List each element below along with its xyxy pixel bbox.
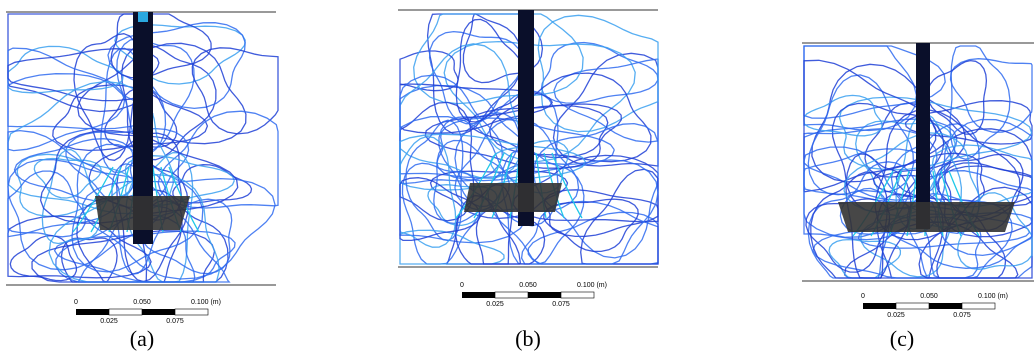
scale-segment [863, 303, 896, 309]
streamline [76, 205, 231, 283]
streamline [537, 14, 659, 133]
streamline [543, 198, 639, 253]
scale-segment [174, 308, 209, 316]
streamline [918, 186, 1033, 279]
streamline [7, 170, 87, 238]
streamline [488, 72, 652, 163]
scale-segment [528, 292, 561, 298]
streamline [110, 13, 212, 79]
panel-b-figure: 0 0.050 0.100 (m) 0.025 0.075 [398, 9, 659, 308]
scale-segment [560, 291, 595, 299]
impeller-blades [464, 183, 562, 212]
streamline [399, 50, 459, 92]
streamline [468, 103, 622, 159]
scale-bar: 0 0.050 0.100 (m) 0.025 0.075 [861, 293, 1008, 319]
streamlines [399, 13, 659, 265]
scale-label-075: 0.075 [552, 301, 570, 308]
streamline [811, 63, 967, 183]
streamline [124, 155, 235, 207]
scale-label-025: 0.025 [887, 312, 905, 319]
streamline [81, 177, 276, 280]
streamline [543, 189, 659, 238]
scale-label-050: 0.050 [519, 282, 537, 289]
streamline [455, 18, 525, 123]
streamline [424, 104, 609, 169]
panel-b: 0 0.050 0.100 (m) 0.025 0.075 [390, 0, 680, 360]
scale-label-025: 0.025 [100, 318, 118, 325]
caption-b: (b) [515, 326, 541, 351]
streamline [157, 110, 279, 209]
scale-label-075: 0.075 [953, 312, 971, 319]
streamline [810, 171, 888, 279]
jet-streamline [72, 166, 114, 233]
streamline [60, 237, 118, 283]
streamline [552, 52, 659, 167]
scale-segment [76, 309, 109, 315]
impeller-blades [838, 202, 1015, 232]
scale-label-100: 0.100 (m) [577, 282, 607, 289]
scale-segment [929, 303, 962, 309]
streamline [895, 128, 1033, 207]
shaft-top-highlight [138, 12, 148, 22]
panel-c: 0 0.050 0.100 (m) 0.025 0.075 [790, 0, 1034, 360]
scale-label-0: 0 [460, 282, 464, 289]
jet-streamline [551, 152, 583, 219]
scale-segment [462, 292, 495, 298]
streamline [401, 162, 483, 265]
streamline [399, 177, 481, 242]
caption-a: (a) [129, 326, 155, 351]
scale-segment [142, 309, 175, 315]
scale-label-0: 0 [74, 299, 78, 306]
scale-bar: 0 0.050 0.100 (m) 0.025 0.075 [74, 299, 221, 325]
streamline [937, 165, 1033, 238]
streamline [931, 144, 1033, 208]
streamline [52, 84, 209, 152]
streamline [41, 148, 102, 245]
scale-label-075: 0.075 [166, 318, 184, 325]
scale-label-050: 0.050 [920, 293, 938, 300]
streamline [399, 133, 587, 191]
impeller-shaft [916, 43, 930, 229]
scale-label-0: 0 [861, 293, 865, 300]
scale-label-100: 0.100 (m) [191, 299, 221, 306]
streamline [540, 41, 659, 104]
streamline [580, 168, 659, 265]
panel-a: 0 0.050 0.100 (m) 0.025 0.075 [0, 0, 290, 360]
panel-c-figure: 0 0.050 0.100 (m) 0.025 0.075 [802, 42, 1034, 319]
scale-label-100: 0.100 (m) [978, 293, 1008, 300]
scale-label-050: 0.050 [133, 299, 151, 306]
streamline [107, 22, 246, 110]
streamline [426, 13, 524, 136]
streamline [428, 30, 523, 125]
streamline [949, 58, 1033, 133]
impeller-shaft [518, 10, 534, 226]
streamline [805, 198, 891, 273]
scale-segment [108, 308, 143, 316]
streamline [807, 74, 915, 196]
streamline [443, 40, 636, 163]
scale-label-025: 0.025 [486, 301, 504, 308]
panel-a-figure: 0 0.050 0.100 (m) 0.025 0.075 [6, 11, 279, 325]
streamline [949, 45, 1011, 160]
streamline [904, 100, 1033, 145]
streamline [7, 158, 164, 271]
streamline [9, 234, 78, 282]
streamline [7, 13, 152, 113]
impeller-blades [95, 196, 190, 230]
streamline [7, 47, 126, 152]
scale-segment [895, 302, 930, 310]
scale-segment [961, 302, 996, 310]
streamline [906, 193, 1013, 279]
caption-c: (c) [889, 326, 915, 351]
streamline [399, 229, 505, 265]
impeller-shaft [133, 12, 153, 244]
scale-bar: 0 0.050 0.100 (m) 0.025 0.075 [460, 282, 607, 308]
streamline [191, 47, 279, 135]
scale-segment [494, 291, 529, 299]
streamlines [7, 13, 279, 283]
